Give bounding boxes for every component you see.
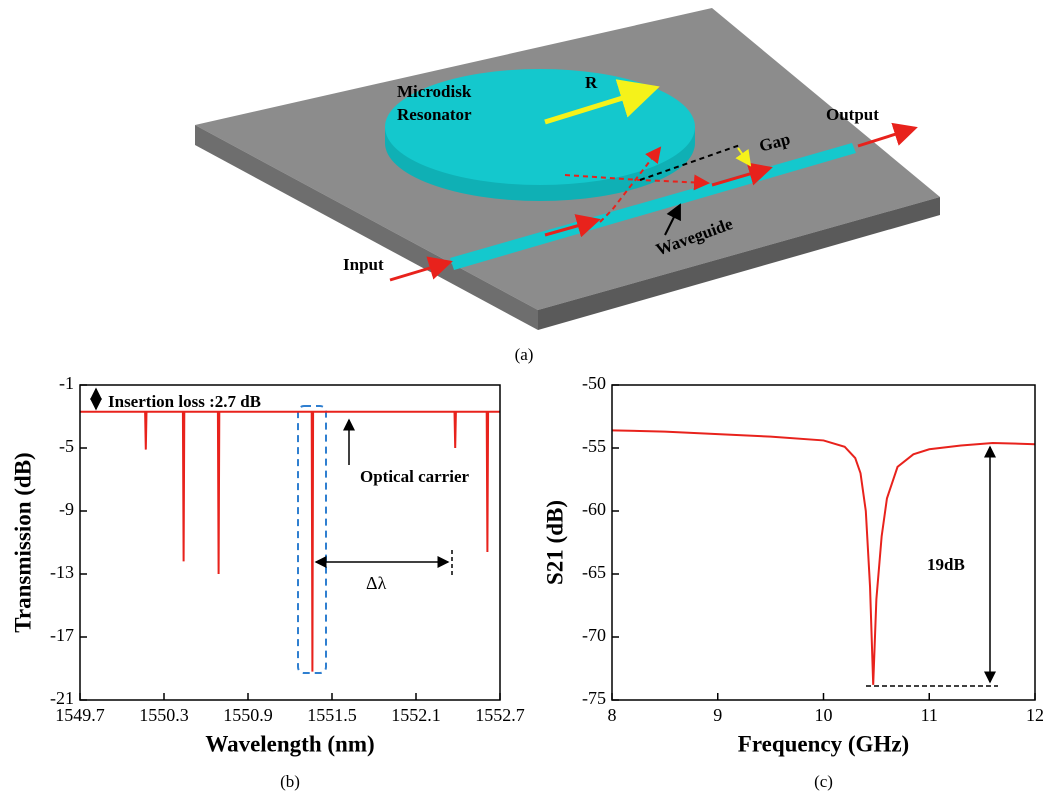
- input-arrow: [389, 256, 453, 282]
- x-tick-label: 9: [713, 705, 722, 725]
- y-tick-label: -9: [59, 499, 74, 519]
- annotation: Insertion loss :2.7 dB: [108, 392, 261, 411]
- y-tick-label: -75: [582, 688, 606, 708]
- arrow: [711, 162, 773, 187]
- y-tick-label: -13: [50, 562, 74, 582]
- slab-side: [538, 197, 940, 330]
- x-tick-label: 1550.9: [223, 705, 273, 725]
- gap-arrow: [735, 147, 752, 167]
- y-axis-label: Transmission (dB): [10, 452, 35, 632]
- disk-label: Resonator: [397, 105, 472, 124]
- x-tick-label: 1551.5: [307, 705, 357, 725]
- data-line: [80, 410, 500, 672]
- y-tick-label: -1: [59, 373, 74, 393]
- y-tick-label: -17: [50, 625, 74, 645]
- y-tick-label: -60: [582, 499, 606, 519]
- y-tick-label: -55: [582, 436, 606, 456]
- x-tick-label: 12: [1026, 705, 1044, 725]
- radius-label: R: [585, 73, 598, 92]
- radius-arrow: [544, 79, 660, 125]
- x-tick-label: 1552.7: [475, 705, 525, 725]
- y-tick-label: -65: [582, 562, 606, 582]
- x-tick-label: 1550.3: [139, 705, 189, 725]
- plot-frame: [611, 384, 1036, 701]
- y-tick-label: -50: [582, 373, 606, 393]
- x-tick-label: 11: [921, 705, 938, 725]
- y-tick-label: -5: [59, 436, 74, 456]
- x-tick-label: 1549.7: [55, 705, 105, 725]
- annotation: Optical carrier: [360, 467, 469, 486]
- output-label: Output: [826, 105, 879, 124]
- output-arrow: [857, 122, 918, 148]
- annotation: 19dB: [927, 555, 965, 574]
- disk-label: Microdisk: [397, 82, 472, 101]
- caption: (b): [280, 772, 300, 791]
- plot-frame: [79, 384, 501, 701]
- y-axis-label: S21 (dB): [542, 500, 567, 585]
- x-axis-label: Wavelength (nm): [205, 731, 374, 756]
- y-tick-label: -70: [582, 625, 606, 645]
- x-tick-label: 10: [815, 705, 833, 725]
- caption: (a): [515, 345, 534, 364]
- y-tick-label: -21: [50, 688, 74, 708]
- x-axis-label: Frequency (GHz): [738, 731, 909, 756]
- x-tick-label: 1552.1: [391, 705, 441, 725]
- chart-b-annotations: Insertion loss :2.7 dB Optical carrier Δ…: [90, 387, 469, 674]
- arrow: [544, 214, 601, 238]
- chart-c-annotations: 19dB: [866, 445, 998, 687]
- annotation: Δλ: [366, 573, 387, 593]
- diagram: Microdisk Resonator R Output Gap Wavegui…: [195, 8, 940, 364]
- x-tick-label: 8: [608, 705, 617, 725]
- waveguide-pointer: [664, 203, 681, 236]
- input-label: Input: [343, 255, 384, 274]
- data-line: [611, 429, 1036, 685]
- caption: (c): [814, 772, 833, 791]
